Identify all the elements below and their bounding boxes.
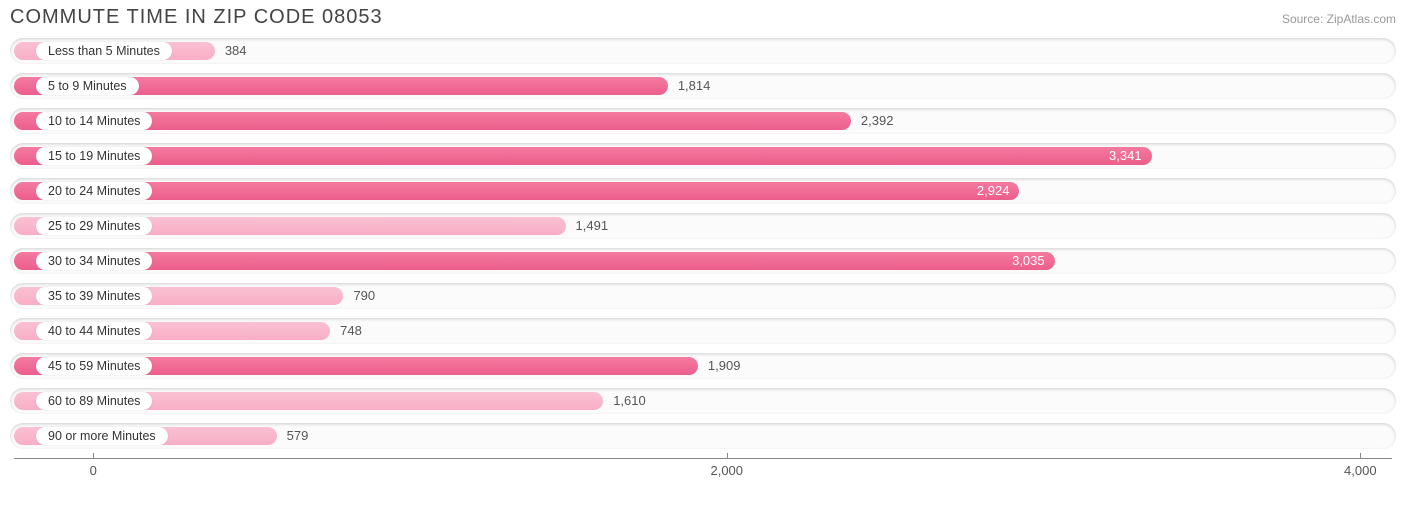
- category-label: 30 to 34 Minutes: [36, 252, 152, 270]
- value-label: 384: [225, 38, 247, 64]
- table-row: 40 to 44 Minutes 748: [10, 318, 1396, 346]
- x-tick: [1360, 453, 1361, 459]
- table-row: 5 to 9 Minutes 1,814: [10, 73, 1396, 101]
- category-label: Less than 5 Minutes: [36, 42, 172, 60]
- category-label: 25 to 29 Minutes: [36, 217, 152, 235]
- value-label: 1,814: [678, 73, 711, 99]
- bar-fill: [14, 252, 1055, 270]
- x-axis: 0 2,000 4,000: [14, 458, 1392, 486]
- x-tick-label: 2,000: [710, 463, 743, 478]
- table-row: 25 to 29 Minutes 1,491: [10, 213, 1396, 241]
- table-row: 15 to 19 Minutes 3,341: [10, 143, 1396, 171]
- category-label: 45 to 59 Minutes: [36, 357, 152, 375]
- chart-source: Source: ZipAtlas.com: [1282, 12, 1396, 26]
- category-label: 15 to 19 Minutes: [36, 147, 152, 165]
- bar-track: [10, 38, 1396, 64]
- value-label: 748: [340, 318, 362, 344]
- x-tick-label: 4,000: [1344, 463, 1377, 478]
- bar-fill: [14, 147, 1152, 165]
- value-label: 3,035: [1012, 248, 1045, 274]
- category-label: 40 to 44 Minutes: [36, 322, 152, 340]
- value-label: 1,610: [613, 388, 646, 414]
- table-row: Less than 5 Minutes 384: [10, 38, 1396, 66]
- x-tick-label: 0: [90, 463, 97, 478]
- value-label: 790: [353, 283, 375, 309]
- table-row: 90 or more Minutes 579: [10, 423, 1396, 451]
- category-label: 5 to 9 Minutes: [36, 77, 139, 95]
- chart-container: COMMUTE TIME IN ZIP CODE 08053 Source: Z…: [0, 0, 1406, 522]
- chart-header: COMMUTE TIME IN ZIP CODE 08053 Source: Z…: [10, 6, 1396, 34]
- x-tick: [727, 453, 728, 459]
- value-label: 1,491: [576, 213, 609, 239]
- chart-area: Less than 5 Minutes 384 5 to 9 Minutes 1,81…: [10, 38, 1396, 493]
- value-label: 579: [287, 423, 309, 449]
- table-row: 10 to 14 Minutes 2,392: [10, 108, 1396, 136]
- bar-rows: Less than 5 Minutes 384 5 to 9 Minutes 1,81…: [10, 38, 1396, 451]
- category-label: 10 to 14 Minutes: [36, 112, 152, 130]
- table-row: 20 to 24 Minutes 2,924: [10, 178, 1396, 206]
- value-label: 2,392: [861, 108, 894, 134]
- chart-title: COMMUTE TIME IN ZIP CODE 08053: [10, 6, 383, 29]
- value-label: 3,341: [1109, 143, 1142, 169]
- x-tick: [93, 453, 94, 459]
- category-label: 60 to 89 Minutes: [36, 392, 152, 410]
- value-label: 1,909: [708, 353, 741, 379]
- table-row: 35 to 39 Minutes 790: [10, 283, 1396, 311]
- table-row: 45 to 59 Minutes 1,909: [10, 353, 1396, 381]
- table-row: 30 to 34 Minutes 3,035: [10, 248, 1396, 276]
- category-label: 20 to 24 Minutes: [36, 182, 152, 200]
- bar-fill: [14, 182, 1019, 200]
- category-label: 90 or more Minutes: [36, 427, 168, 445]
- category-label: 35 to 39 Minutes: [36, 287, 152, 305]
- value-label: 2,924: [977, 178, 1010, 204]
- table-row: 60 to 89 Minutes 1,610: [10, 388, 1396, 416]
